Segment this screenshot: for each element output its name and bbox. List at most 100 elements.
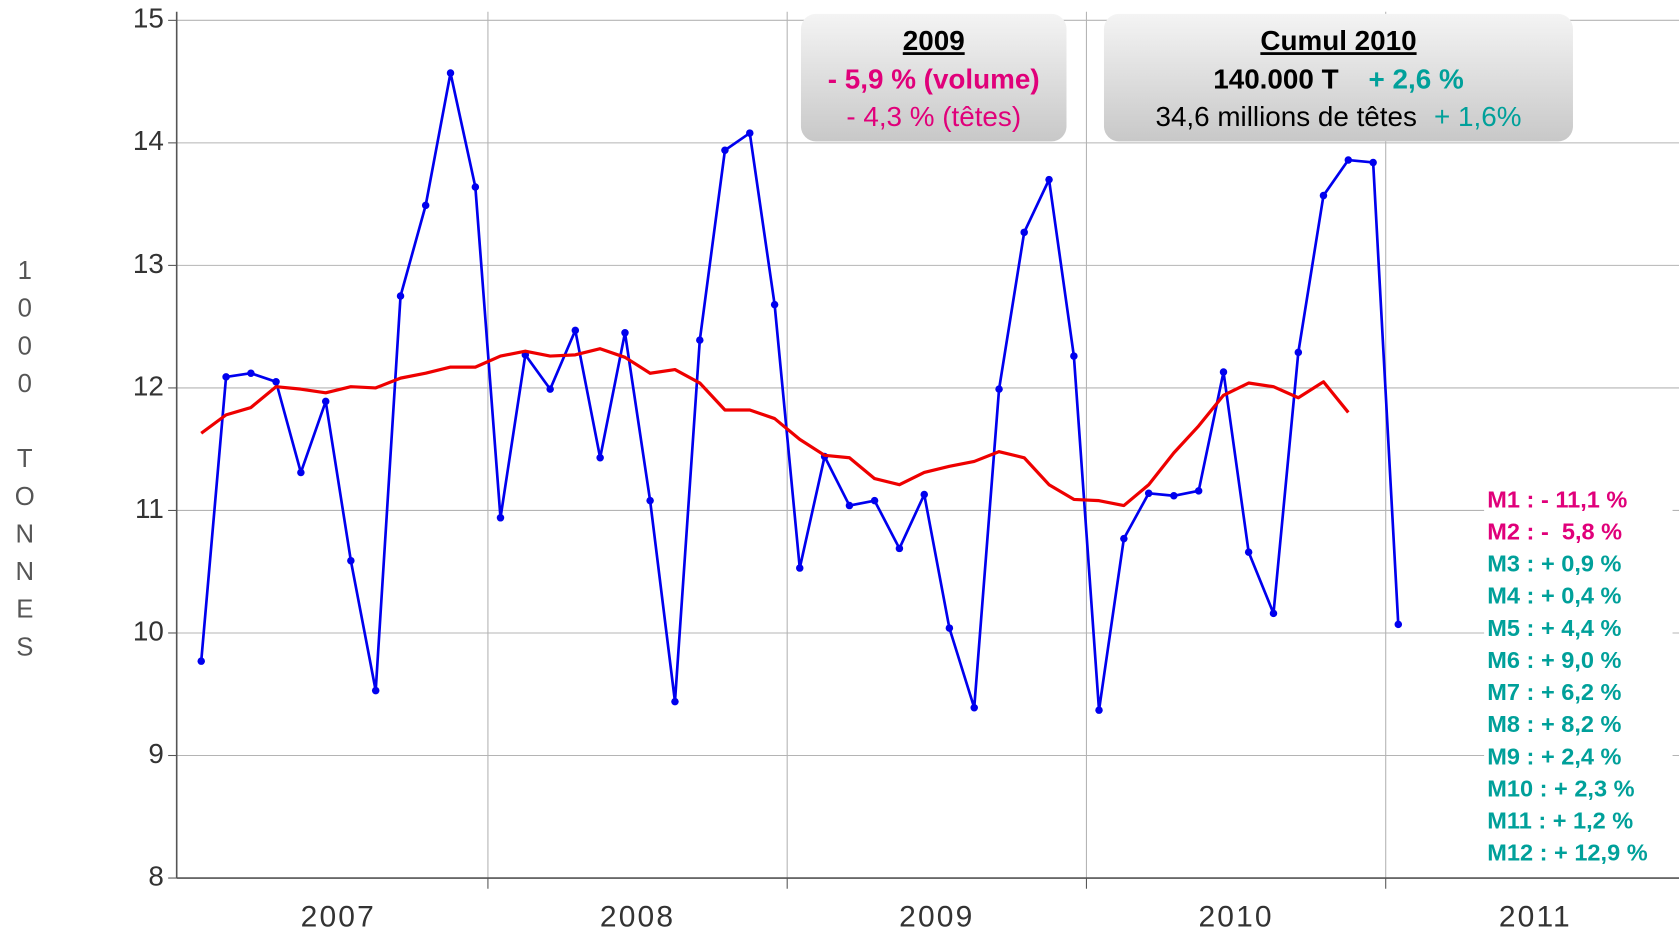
data-point (796, 564, 804, 572)
label-bg (1484, 840, 1673, 869)
data-point (671, 697, 679, 706)
annotation-change: + 2,6 % (1369, 64, 1464, 95)
data-point (696, 336, 704, 344)
monthly-change: M2 : - 5,8 % (1487, 518, 1622, 544)
data-point (272, 378, 280, 386)
label-bg (1484, 776, 1673, 805)
data-point (396, 292, 405, 300)
monthly-change: M10 : + 2,3 % (1487, 775, 1634, 801)
data-point (1120, 534, 1128, 543)
data-point (1194, 487, 1203, 495)
data-point (1170, 492, 1178, 500)
monthly-change: M1 : - 11,1 % (1487, 486, 1627, 512)
grid (168, 11, 1679, 889)
y-tick-label: 14 (133, 125, 164, 156)
data-point (197, 657, 205, 665)
y-axis-label: 1000 TONNES (11, 257, 39, 671)
data-point (247, 369, 255, 377)
annotation-box (1103, 13, 1573, 142)
monthly-change: M8 : + 8,2 % (1487, 711, 1621, 737)
data-point (746, 129, 754, 137)
data-point (1369, 158, 1377, 167)
data-point (446, 69, 455, 77)
annotation-value: 34,6 millions de têtes (1155, 101, 1416, 132)
x-tick-label: 2010 (1198, 901, 1273, 934)
data-point (945, 624, 954, 632)
monthly-change: M3 : + 0,9 % (1487, 551, 1621, 577)
y-tick-label: 12 (133, 370, 164, 401)
data-point (1269, 609, 1278, 618)
data-point (1020, 228, 1028, 237)
annotation-value: 140.000 T (1213, 64, 1338, 95)
data-point (770, 300, 779, 309)
data-point (1219, 368, 1228, 376)
data-point (1344, 156, 1353, 164)
monthly-change: M9 : + 2,4 % (1487, 743, 1621, 769)
annotation-title: Cumul 2010 (1260, 25, 1416, 56)
data-point (721, 146, 729, 154)
monthly-change: M4 : + 0,4 % (1487, 583, 1621, 609)
data-point (1144, 489, 1153, 498)
data-point (596, 454, 604, 462)
annotation-change: + 1,6% (1434, 101, 1521, 132)
data-point (845, 501, 854, 510)
x-tick-label: 2011 (1499, 901, 1572, 934)
data-point (471, 183, 480, 191)
y-tick-label: 11 (135, 493, 164, 524)
data-point (895, 544, 904, 553)
data-point (496, 514, 505, 522)
monthly-change: M7 : + 6,2 % (1487, 679, 1621, 705)
data-point (870, 496, 879, 505)
x-tick-label: 2007 (301, 901, 376, 934)
data-point (1045, 175, 1053, 184)
monthly-change: M12 : + 12,9 % (1487, 840, 1647, 866)
annotation-text: - 5,9 % (volume) (828, 64, 1040, 95)
data-point (1319, 191, 1328, 200)
label-bg (1484, 808, 1673, 837)
data-point (1070, 352, 1078, 360)
annotation-text: 140.000 T + 2,6 % (1213, 64, 1464, 95)
y-tick-label: 8 (148, 860, 163, 891)
data-point (371, 686, 380, 695)
x-tick-label: 2009 (899, 901, 974, 934)
label-bg (1484, 487, 1673, 516)
x-tick-label: 2008 (600, 901, 675, 934)
data-point (222, 373, 230, 381)
data-point (646, 496, 654, 505)
label-bg (1484, 583, 1673, 612)
label-bg (1484, 744, 1673, 773)
y-tick-label: 9 (148, 738, 163, 769)
monthly-change: M11 : + 1,2 % (1487, 808, 1633, 834)
data-point (347, 556, 355, 565)
series-line (199, 71, 1400, 712)
y-tick-label: 15 (133, 3, 164, 34)
data-point (995, 385, 1003, 393)
label-bg (1484, 519, 1673, 548)
y-tick-label: 13 (133, 248, 164, 279)
data-point (571, 326, 580, 335)
data-point (321, 397, 330, 406)
data-point (1244, 548, 1253, 556)
label-bg (1484, 647, 1673, 676)
data-point (1095, 706, 1103, 714)
annotation-text: - 4,3 % (têtes) (846, 101, 1021, 132)
data-point (970, 703, 978, 712)
data-point (546, 385, 554, 393)
annotation-box (800, 13, 1067, 142)
label-bg (1484, 712, 1673, 740)
data-point (920, 490, 928, 499)
label-bg (1484, 551, 1673, 580)
annotation-title: 2009 (903, 25, 965, 56)
series-line (200, 347, 1350, 508)
data-point (621, 329, 629, 337)
data-point (297, 468, 305, 477)
label-bg (1484, 679, 1673, 708)
monthly-change: M5 : + 4,4 % (1487, 615, 1621, 641)
data-point (1294, 348, 1303, 357)
monthly-change: M6 : + 9,0 % (1487, 647, 1621, 673)
label-bg (1484, 615, 1673, 644)
data-point (1394, 620, 1403, 629)
annotation-text: 34,6 millions de têtes + 1,6% (1155, 101, 1521, 132)
data-point (421, 201, 430, 210)
